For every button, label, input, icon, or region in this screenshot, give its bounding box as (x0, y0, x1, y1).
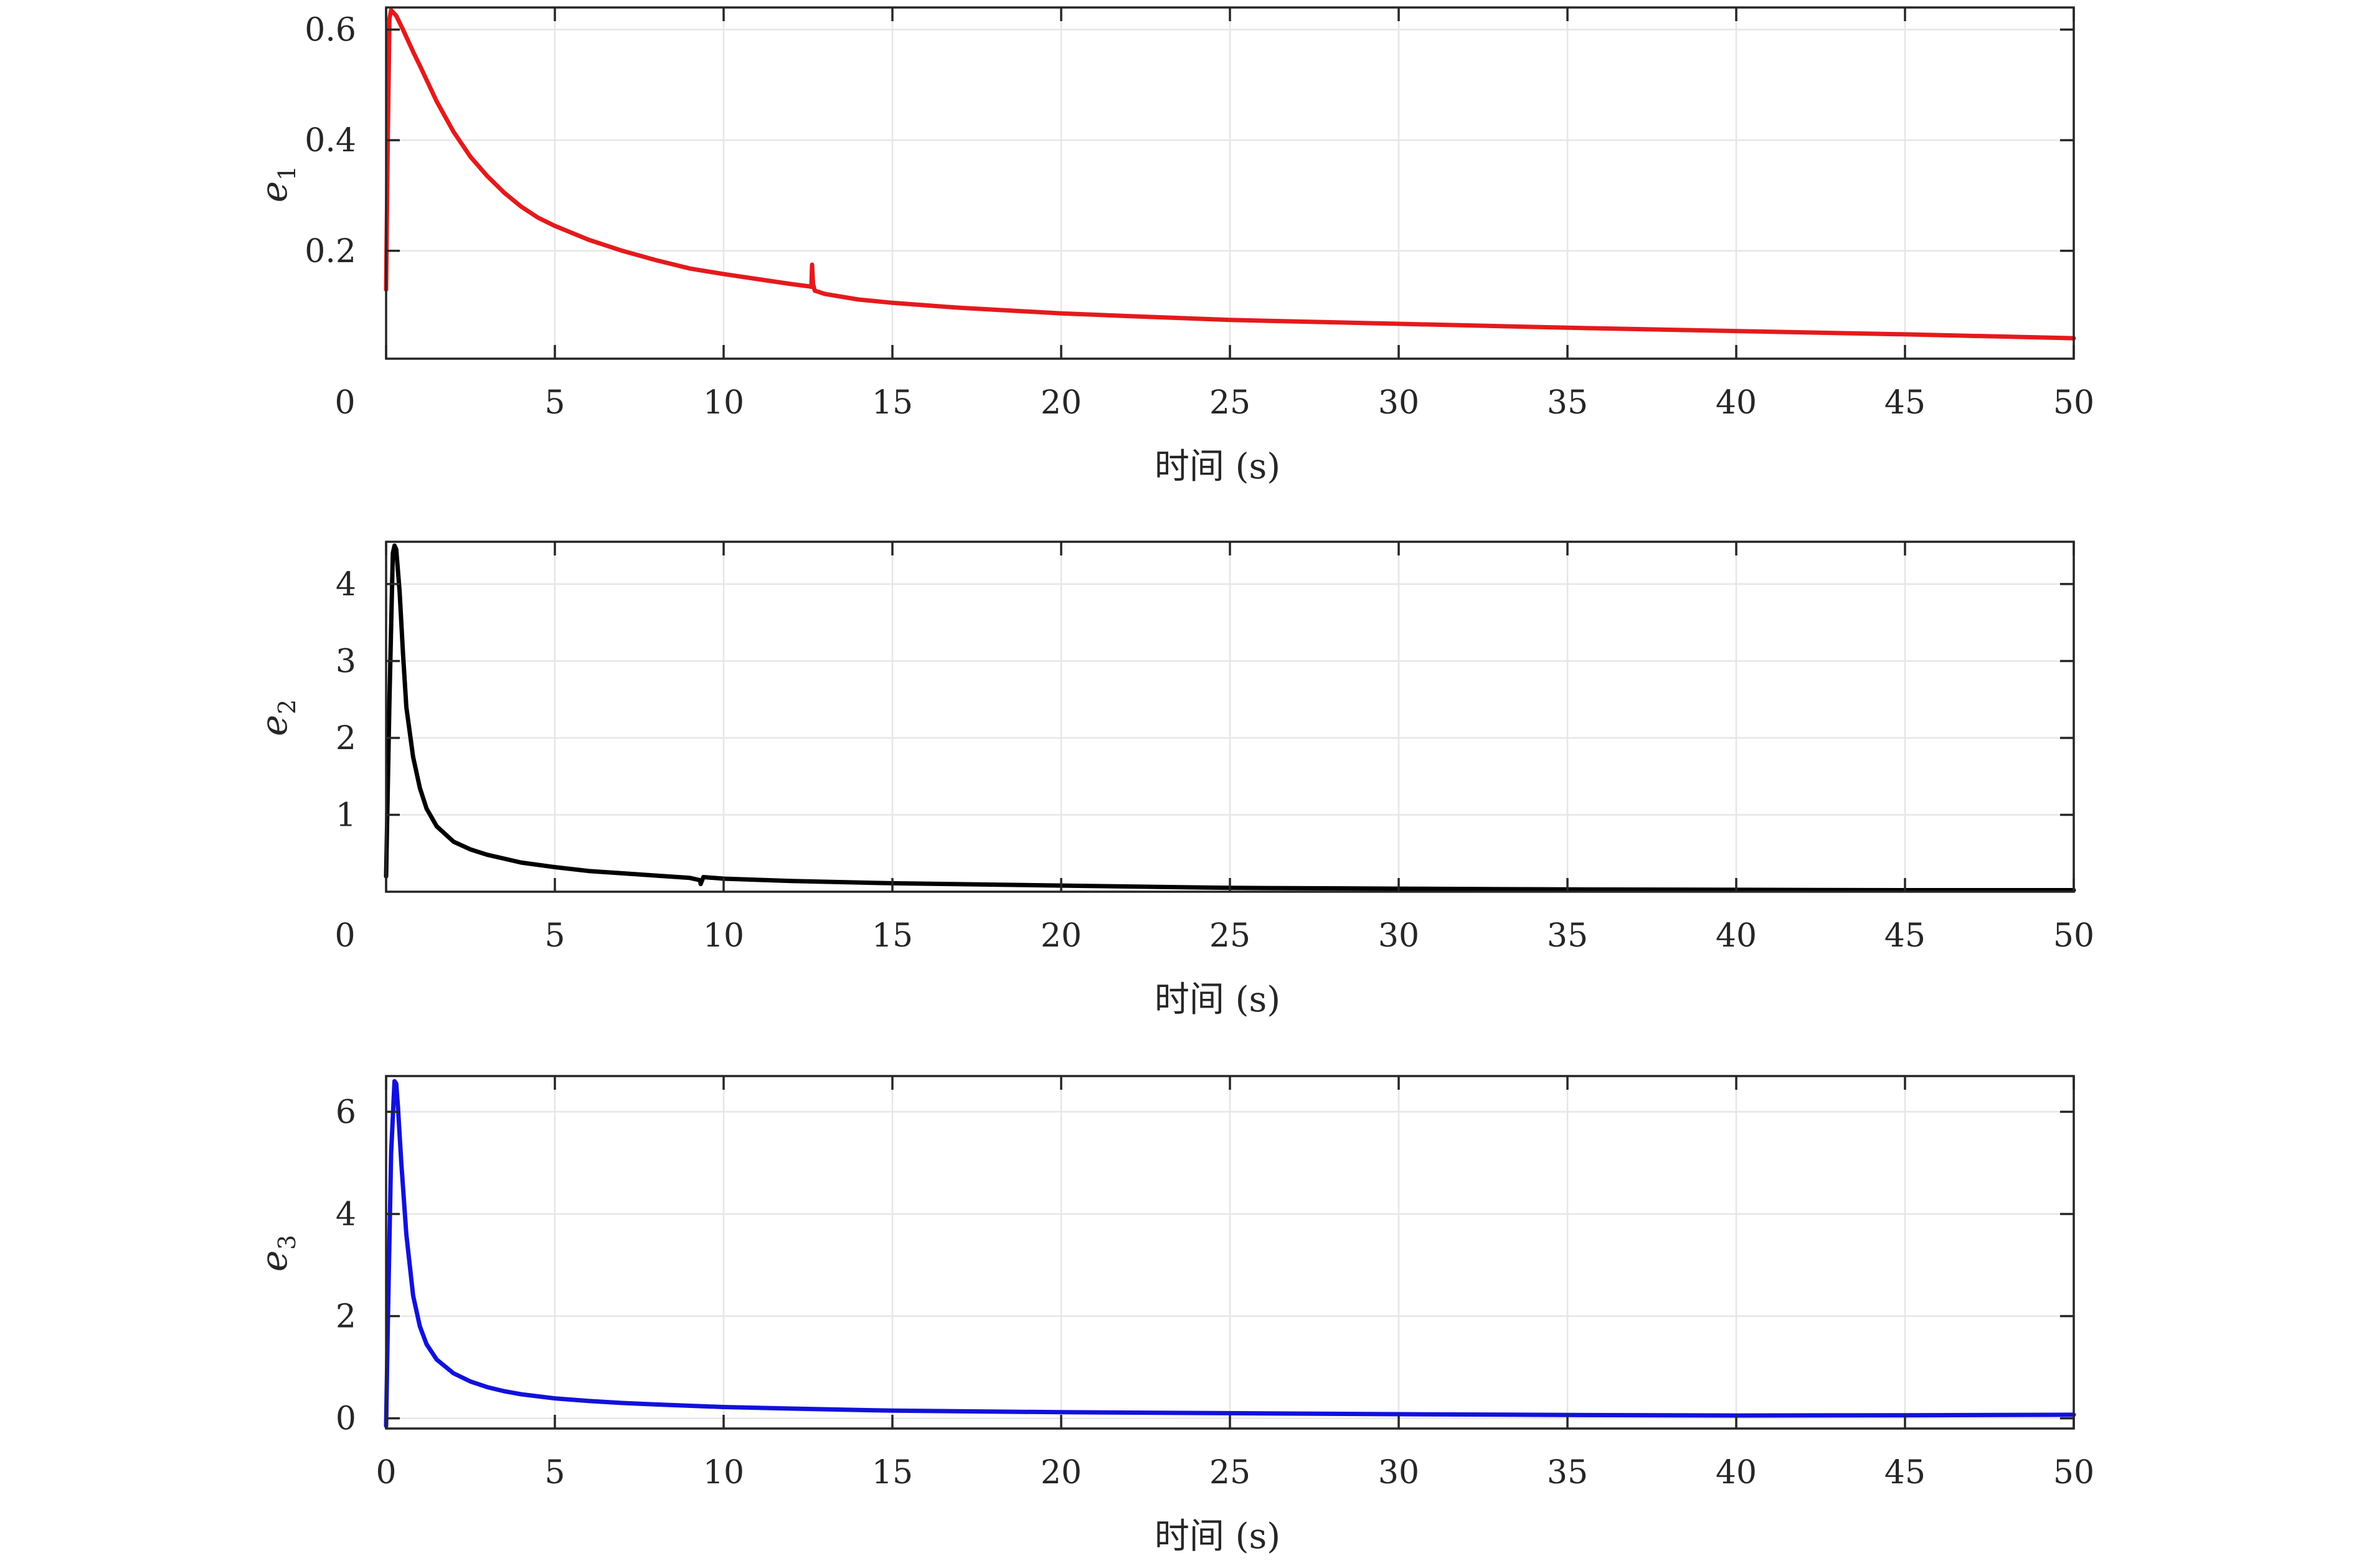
subplot-3-xtick-label-1: 5 (544, 1454, 565, 1491)
subplot-3-xtick-label-9: 45 (1884, 1454, 1926, 1491)
subplot-1-xtick-label-0: 0 (334, 384, 355, 422)
subplot-3-xtick-label-4: 20 (1041, 1454, 1082, 1491)
subplot-2-xtick-label-3: 15 (872, 917, 913, 955)
subplot-1-xlabel: 时间 (s) (1155, 446, 1280, 487)
subplot-2-xtick-label-1: 5 (544, 917, 565, 955)
subplot-1-xtick-label-9: 45 (1884, 384, 1926, 422)
subplot-1-ytick-label-2: 0.6 (305, 12, 356, 49)
subplot-1-ytick-label-0: 0.2 (305, 233, 356, 270)
subplot-1-ytick-label-1: 0.4 (305, 122, 356, 159)
subplot-2-ylabel-base: e (253, 715, 295, 736)
subplot-3-ytick-label-3: 6 (336, 1093, 356, 1131)
subplot-3-series-line-1 (384, 1079, 2076, 1429)
subplot-2-ytick-label-3: 4 (336, 566, 356, 603)
subplot-2-xtick-label-10: 50 (2053, 917, 2094, 955)
subplot-3-xtick-label-8: 40 (1716, 1454, 1757, 1491)
subplot-2-xlabel: 时间 (s) (1155, 980, 1280, 1020)
subplot-1-xtick-label-6: 30 (1378, 384, 1419, 422)
subplot-3-ylabel-base: e (253, 1250, 295, 1272)
subplot-1-xtick-label-3: 15 (872, 384, 913, 422)
subplot-1-ylabel-subscript: 1 (273, 166, 301, 181)
subplot-3-xtick-label-3: 15 (872, 1454, 913, 1491)
subplot-3-ytick-label-1: 2 (336, 1298, 356, 1336)
subplot-3-xtick-label-2: 10 (703, 1454, 744, 1491)
subplot-2-ytick-label-0: 1 (336, 796, 356, 834)
subplot-3-xtick-label-6: 30 (1378, 1454, 1419, 1491)
subplot-1: 0 5 10 15 20 25 30 35 40 45 50 0.2 0.4 0.6 时间 (s) e1 (253, 6, 2094, 487)
subplot-2-xtick-label-4: 20 (1041, 917, 1082, 955)
subplot-2-xtick-label-7: 35 (1547, 917, 1588, 955)
subplot-3: 0 5 10 15 20 25 30 35 40 45 50 0 2 4 6 时间 (s) e3 (253, 1075, 2094, 1557)
subplot-2-xtick-label-8: 40 (1716, 917, 1757, 955)
subplot-2-xtick-label-6: 30 (1378, 917, 1419, 955)
subplot-3-xtick-label-5: 25 (1209, 1454, 1250, 1491)
subplot-1-xtick-label-10: 50 (2053, 384, 2094, 422)
subplot-1-xtick-label-4: 20 (1041, 384, 1082, 422)
subplot-1-xtick-label-8: 40 (1716, 384, 1757, 422)
subplot-3-xtick-label-7: 35 (1547, 1454, 1588, 1491)
subplot-1-ylabel: e1 (253, 166, 301, 202)
subplot-3-xtick-label-0: 0 (376, 1454, 396, 1491)
subplot-1-series-line-1 (384, 7, 2076, 341)
subplot-3-xlabel: 时间 (s) (1155, 1516, 1280, 1557)
subplot-3-xtick-label-10: 50 (2053, 1454, 2094, 1491)
subplot-2-ylabel-subscript: 2 (273, 699, 301, 714)
subplot-1-xtick-label-1: 5 (544, 384, 565, 422)
subplot-2-xtick-label-9: 45 (1884, 917, 1926, 955)
subplot-1-ylabel-base: e (253, 181, 295, 202)
subplot-2-xtick-label-2: 10 (703, 917, 744, 955)
subplot-2-ylabel: e2 (253, 699, 301, 736)
subplot-3-ylabel: e3 (253, 1235, 301, 1272)
subplot-3-ytick-label-2: 4 (336, 1196, 356, 1233)
subplot-2-series-line-1 (384, 543, 2076, 892)
subplot-3-ytick-label-0: 0 (336, 1400, 356, 1438)
subplot-2-xtick-label-5: 25 (1209, 917, 1250, 955)
subplot-2-ytick-label-1: 2 (336, 720, 356, 757)
subplot-1-xtick-label-2: 10 (703, 384, 744, 422)
subplot-1-xtick-label-7: 35 (1547, 384, 1588, 422)
subplot-2-xtick-label-0: 0 (334, 917, 355, 955)
subplot-2-ytick-label-2: 3 (336, 643, 356, 680)
subplot-1-xtick-label-5: 25 (1209, 384, 1250, 422)
subplot-3-ylabel-subscript: 3 (273, 1235, 301, 1250)
